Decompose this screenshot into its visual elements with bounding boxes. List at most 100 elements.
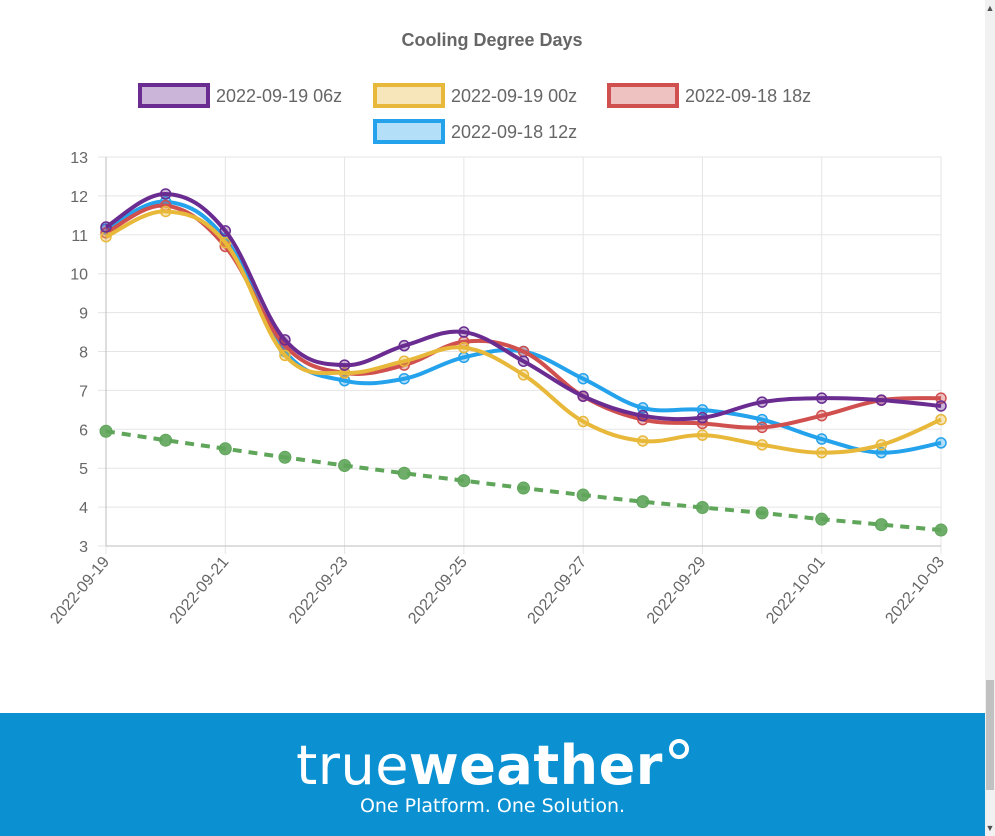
y-tick-label: 3 (79, 539, 88, 556)
x-tick-label: 2022-09-29 (644, 554, 710, 628)
data-point[interactable] (935, 413, 947, 426)
x-tick-label: 2022-10-01 (763, 554, 829, 628)
data-point[interactable] (100, 230, 112, 243)
data-point[interactable] (159, 188, 172, 200)
x-tick-label: 2022-09-21 (167, 554, 233, 628)
legend-label: 2022-09-18 18z (685, 86, 811, 106)
data-point[interactable] (637, 409, 649, 422)
data-point[interactable] (457, 474, 471, 488)
data-point[interactable] (756, 421, 768, 434)
data-point[interactable] (815, 409, 828, 422)
data-point[interactable] (935, 392, 947, 404)
data-point[interactable] (875, 446, 888, 459)
data-point[interactable] (636, 495, 650, 509)
chart-title: Cooling Degree Days (401, 30, 582, 50)
data-point[interactable] (934, 523, 948, 537)
data-point[interactable] (874, 518, 888, 532)
y-tick-label: 10 (70, 267, 88, 284)
data-point[interactable] (756, 413, 768, 426)
legend-item[interactable]: 2022-09-18 18z (607, 83, 811, 108)
chart-legend: 2022-09-19 06z 2022-09-19 00z 2022-09-18 1… (138, 83, 811, 144)
data-point[interactable] (815, 433, 828, 445)
x-tick-label: 2022-09-19 (47, 554, 113, 628)
data-point[interactable] (815, 512, 829, 526)
data-point[interactable] (458, 326, 470, 338)
data-point[interactable] (755, 506, 769, 520)
data-point[interactable] (338, 374, 351, 387)
legend-item[interactable]: 2022-09-19 00z (373, 83, 577, 108)
series-0 (100, 188, 947, 424)
data-point[interactable] (218, 442, 232, 456)
x-tick-label: 2022-10-03 (882, 554, 948, 628)
data-point[interactable] (815, 446, 828, 459)
data-point[interactable] (577, 390, 589, 402)
y-tick-label: 4 (79, 500, 88, 517)
y-axis-ticks: 3 4 5 6 7 8 9 10 11 12 13 (70, 150, 88, 556)
data-point[interactable] (696, 404, 709, 416)
data-point[interactable] (756, 396, 768, 408)
data-point[interactable] (756, 439, 768, 451)
legend-label: 2022-09-18 12z (451, 122, 577, 142)
legend-item[interactable]: 2022-09-18 12z (373, 119, 577, 144)
data-point[interactable] (279, 349, 291, 362)
data-point[interactable] (637, 402, 649, 414)
scroll-up-icon[interactable]: ▲ (985, 3, 995, 13)
data-point[interactable] (99, 424, 113, 438)
y-tick-label: 5 (79, 461, 88, 478)
data-point[interactable] (517, 345, 530, 358)
brand-dot-icon (668, 739, 689, 759)
data-point[interactable] (219, 236, 232, 249)
data-point[interactable] (935, 437, 947, 449)
scroll-down-icon[interactable]: ▼ (985, 823, 995, 833)
legend-swatch (373, 83, 445, 108)
data-point[interactable] (398, 339, 410, 352)
data-point[interactable] (338, 458, 352, 472)
data-point[interactable] (219, 225, 232, 237)
data-point[interactable] (696, 411, 709, 424)
trueweather-logo: trueweather (0, 731, 985, 801)
data-point[interactable] (517, 481, 530, 495)
data-point[interactable] (935, 400, 947, 412)
scrollbar-thumb[interactable] (986, 680, 994, 790)
data-point[interactable] (517, 369, 530, 381)
data-point[interactable] (875, 394, 888, 406)
data-point[interactable] (338, 367, 351, 379)
series-4 (99, 424, 948, 537)
brand-weather-text: weather (408, 734, 663, 797)
data-point[interactable] (577, 372, 589, 385)
data-point[interactable] (577, 415, 589, 428)
data-point[interactable] (458, 351, 470, 364)
x-tick-label: 2022-09-27 (525, 554, 591, 628)
data-point[interactable] (398, 355, 410, 367)
y-tick-label: 8 (79, 345, 88, 362)
brand-true-text: true (296, 734, 409, 797)
series-1 (100, 205, 947, 459)
data-point[interactable] (278, 450, 292, 464)
data-point[interactable] (875, 439, 888, 451)
data-point[interactable] (815, 392, 828, 404)
data-point[interactable] (637, 435, 649, 447)
data-point[interactable] (696, 429, 709, 441)
data-point[interactable] (576, 488, 590, 502)
series-line (105, 209, 942, 455)
data-point[interactable] (397, 466, 411, 480)
series-line (104, 191, 942, 422)
legend-item[interactable]: 2022-09-19 06z (138, 83, 342, 108)
data-point[interactable] (338, 359, 351, 371)
y-tick-label: 13 (70, 150, 88, 167)
data-point[interactable] (279, 334, 291, 346)
data-point[interactable] (458, 341, 470, 354)
y-tick-label: 11 (71, 228, 88, 245)
vertical-scrollbar[interactable]: ▲ ▼ (985, 0, 995, 836)
series-line (105, 429, 942, 533)
data-point[interactable] (100, 221, 112, 233)
y-tick-label: 6 (79, 422, 88, 439)
data-point[interactable] (517, 355, 530, 367)
data-point[interactable] (398, 372, 410, 385)
x-tick-label: 2022-09-25 (405, 554, 471, 628)
data-point[interactable] (159, 205, 172, 218)
data-point[interactable] (695, 500, 709, 514)
brand-banner: trueweather One Platform. One Solution. (0, 713, 985, 836)
y-tick-label: 9 (79, 306, 88, 323)
data-point[interactable] (159, 433, 173, 447)
